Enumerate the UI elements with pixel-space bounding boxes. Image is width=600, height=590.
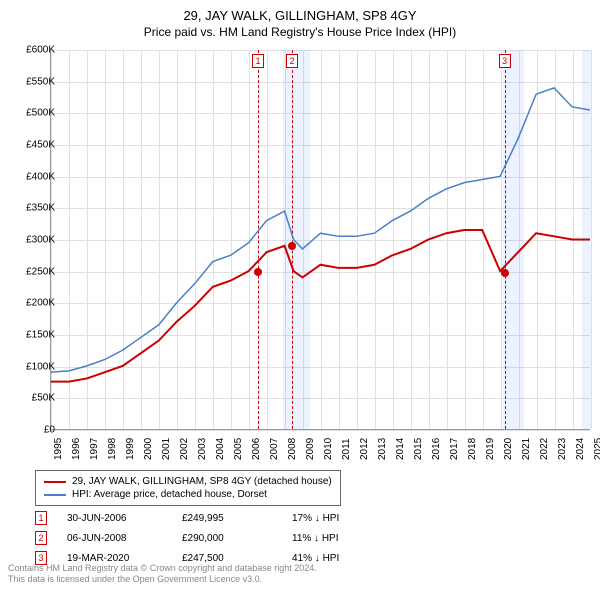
x-axis-label: 2010	[323, 438, 334, 460]
footer-attribution: Contains HM Land Registry data © Crown c…	[8, 563, 317, 586]
event-hpi-diff: 11% ↓ HPI	[292, 533, 339, 544]
y-axis-label: £450K	[26, 140, 55, 151]
x-axis-label: 2017	[449, 438, 460, 460]
x-axis-label: 2021	[521, 438, 532, 460]
event-price: £249,995	[182, 513, 272, 524]
chart-title: 29, JAY WALK, GILLINGHAM, SP8 4GY	[0, 0, 600, 23]
event-num-box: 2	[35, 531, 47, 545]
x-axis-label: 2007	[269, 438, 280, 460]
y-axis-label: £200K	[26, 298, 55, 309]
y-axis-label: £0	[44, 425, 55, 436]
footer-line2: This data is licensed under the Open Gov…	[8, 574, 317, 586]
event-num-box: 1	[35, 511, 47, 525]
legend-label: 29, JAY WALK, GILLINGHAM, SP8 4GY (detac…	[72, 476, 332, 487]
series-line-property	[51, 230, 590, 382]
y-axis-label: £250K	[26, 266, 55, 277]
footer-line1: Contains HM Land Registry data © Crown c…	[8, 563, 317, 575]
event-row: 1 30-JUN-2006 £249,995 17% ↓ HPI	[35, 508, 339, 528]
x-axis-label: 2009	[305, 438, 316, 460]
plot-area: 123	[50, 50, 590, 430]
x-axis-label: 2023	[557, 438, 568, 460]
sale-events-table: 1 30-JUN-2006 £249,995 17% ↓ HPI 2 06-JUN-200…	[35, 508, 339, 568]
x-axis-label: 1996	[71, 438, 82, 460]
legend-label: HPI: Average price, detached house, Dors…	[72, 489, 267, 500]
sale-point	[288, 242, 296, 250]
chart-subtitle: Price paid vs. HM Land Registry's House …	[0, 23, 600, 39]
x-axis-label: 2011	[341, 438, 352, 460]
y-axis-label: £600K	[26, 45, 55, 56]
x-axis-label: 2020	[503, 438, 514, 460]
legend: 29, JAY WALK, GILLINGHAM, SP8 4GY (detac…	[35, 470, 341, 506]
x-axis-label: 1995	[53, 438, 64, 460]
y-axis-label: £350K	[26, 203, 55, 214]
x-axis-label: 2016	[431, 438, 442, 460]
x-axis-label: 2005	[233, 438, 244, 460]
x-axis-label: 2024	[575, 438, 586, 460]
y-axis-label: £500K	[26, 108, 55, 119]
x-axis-label: 2006	[251, 438, 262, 460]
series-line-hpi	[51, 88, 590, 372]
y-axis-label: £300K	[26, 235, 55, 246]
x-axis-label: 2019	[485, 438, 496, 460]
x-axis-label: 2008	[287, 438, 298, 460]
y-axis-label: £150K	[26, 330, 55, 341]
y-axis-label: £400K	[26, 171, 55, 182]
x-axis-label: 2013	[377, 438, 388, 460]
x-axis-label: 1997	[89, 438, 100, 460]
x-axis-label: 2022	[539, 438, 550, 460]
x-axis-label: 2012	[359, 438, 370, 460]
legend-item: HPI: Average price, detached house, Dors…	[44, 488, 332, 501]
x-axis-label: 2015	[413, 438, 424, 460]
event-price: £290,000	[182, 533, 272, 544]
y-axis-label: £100K	[26, 361, 55, 372]
chart-container: 29, JAY WALK, GILLINGHAM, SP8 4GY Price …	[0, 0, 600, 590]
x-axis-label: 1999	[125, 438, 136, 460]
x-axis-label: 2018	[467, 438, 478, 460]
x-axis-label: 2003	[197, 438, 208, 460]
x-axis-label: 1998	[107, 438, 118, 460]
legend-swatch	[44, 481, 66, 483]
x-axis-label: 2002	[179, 438, 190, 460]
x-axis-label: 2000	[143, 438, 154, 460]
legend-swatch	[44, 494, 66, 496]
event-row: 2 06-JUN-2008 £290,000 11% ↓ HPI	[35, 528, 339, 548]
event-date: 30-JUN-2006	[67, 513, 162, 524]
x-axis-label: 2004	[215, 438, 226, 460]
event-hpi-diff: 17% ↓ HPI	[292, 513, 339, 524]
x-axis-label: 2014	[395, 438, 406, 460]
sale-point	[254, 268, 262, 276]
x-axis-label: 2001	[161, 438, 172, 460]
sale-point	[501, 269, 509, 277]
legend-item: 29, JAY WALK, GILLINGHAM, SP8 4GY (detac…	[44, 475, 332, 488]
x-axis-label: 2025	[593, 438, 600, 460]
y-axis-label: £50K	[32, 393, 55, 404]
event-date: 06-JUN-2008	[67, 533, 162, 544]
y-axis-label: £550K	[26, 76, 55, 87]
